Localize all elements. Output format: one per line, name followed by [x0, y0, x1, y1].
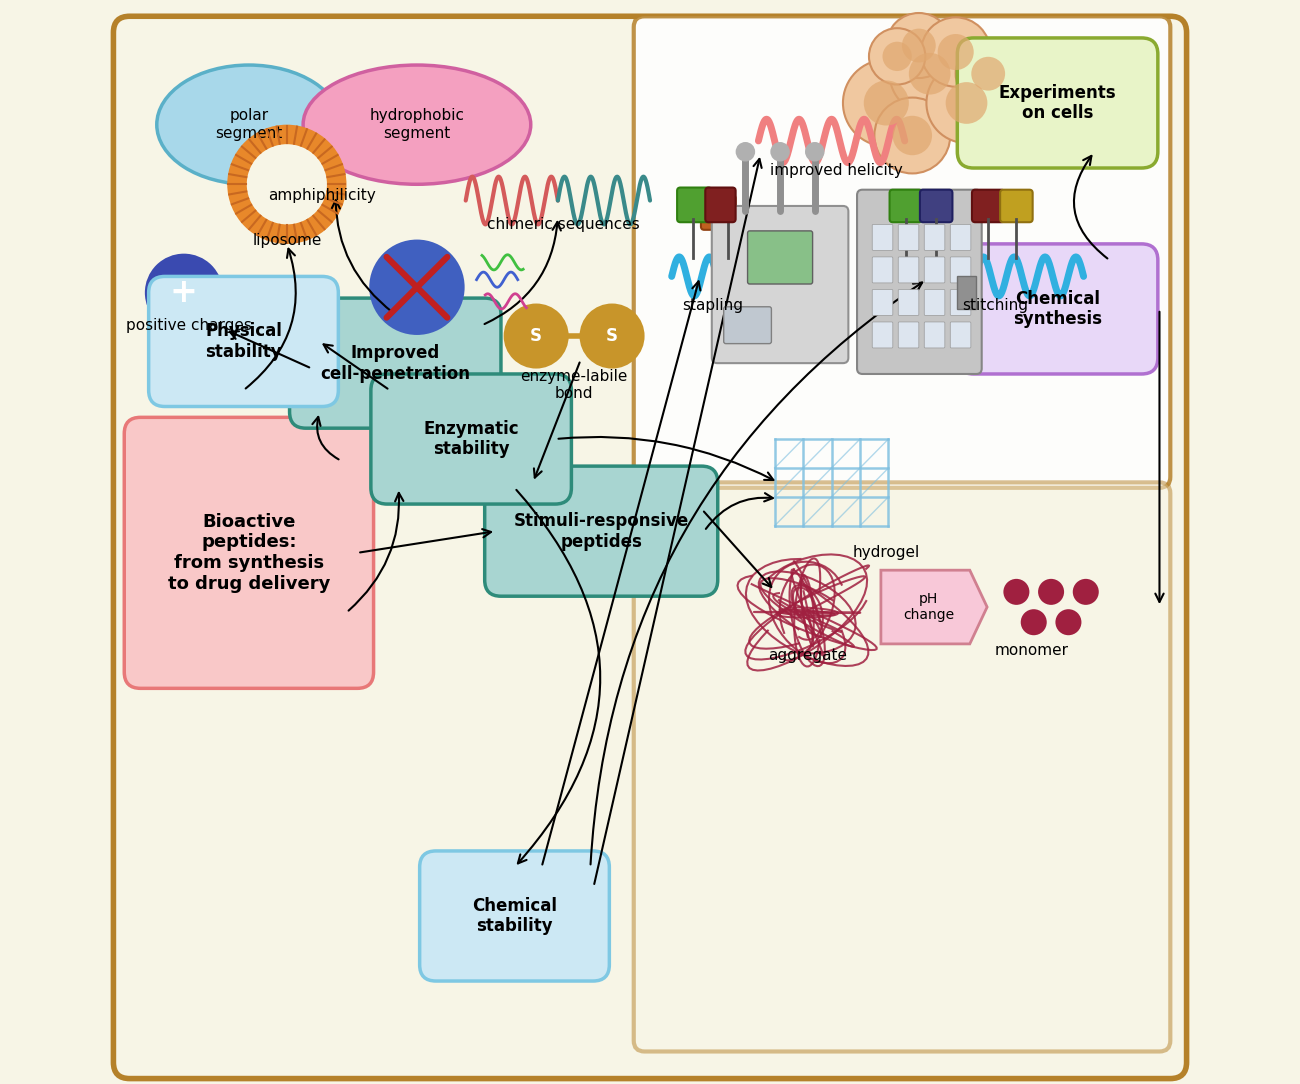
Circle shape: [1004, 579, 1030, 605]
Text: Chemical
stability: Chemical stability: [472, 896, 556, 935]
Circle shape: [875, 98, 950, 173]
Ellipse shape: [157, 65, 341, 184]
FancyBboxPatch shape: [113, 16, 1187, 1079]
Text: Bioactive
peptides:
from synthesis
to drug delivery: Bioactive peptides: from synthesis to dr…: [168, 513, 330, 593]
Text: positive charges: positive charges: [126, 318, 252, 333]
FancyBboxPatch shape: [957, 244, 1158, 374]
FancyBboxPatch shape: [712, 206, 849, 363]
Circle shape: [247, 144, 328, 224]
Text: S: S: [530, 327, 542, 345]
Circle shape: [971, 56, 1005, 91]
Circle shape: [1056, 609, 1082, 635]
FancyBboxPatch shape: [677, 188, 712, 222]
Circle shape: [503, 304, 568, 369]
Text: liposome: liposome: [252, 233, 321, 248]
Text: stapling: stapling: [682, 298, 744, 313]
Ellipse shape: [303, 65, 530, 184]
Circle shape: [909, 53, 950, 94]
FancyBboxPatch shape: [857, 190, 982, 374]
Text: amphiphilicity: amphiphilicity: [268, 188, 376, 203]
Text: Physical
stability: Physical stability: [205, 322, 282, 361]
FancyBboxPatch shape: [706, 188, 736, 222]
Text: pH
change: pH change: [903, 592, 954, 622]
FancyBboxPatch shape: [633, 482, 1170, 1051]
Text: hydrophobic
segment: hydrophobic segment: [369, 108, 464, 141]
FancyBboxPatch shape: [950, 322, 971, 348]
FancyBboxPatch shape: [701, 195, 736, 230]
FancyBboxPatch shape: [872, 257, 893, 283]
Text: improved helicity: improved helicity: [770, 163, 902, 178]
FancyBboxPatch shape: [950, 224, 971, 250]
Text: polar
segment: polar segment: [216, 108, 282, 141]
FancyBboxPatch shape: [747, 231, 812, 284]
FancyBboxPatch shape: [898, 322, 919, 348]
Circle shape: [1072, 579, 1098, 605]
Text: aggregate: aggregate: [768, 648, 846, 663]
Circle shape: [1039, 579, 1065, 605]
FancyBboxPatch shape: [924, 289, 945, 315]
FancyBboxPatch shape: [370, 374, 572, 504]
FancyBboxPatch shape: [924, 257, 945, 283]
FancyBboxPatch shape: [420, 851, 610, 981]
Text: +: +: [170, 276, 198, 309]
FancyBboxPatch shape: [1000, 190, 1032, 222]
FancyBboxPatch shape: [950, 289, 971, 315]
Circle shape: [1020, 609, 1046, 635]
Circle shape: [805, 142, 824, 162]
FancyBboxPatch shape: [872, 289, 893, 315]
Text: monomer: monomer: [994, 643, 1069, 658]
FancyBboxPatch shape: [898, 289, 919, 315]
Circle shape: [956, 41, 1020, 106]
Polygon shape: [881, 570, 987, 644]
FancyBboxPatch shape: [898, 224, 919, 250]
Circle shape: [580, 304, 645, 369]
Circle shape: [893, 116, 932, 155]
FancyBboxPatch shape: [957, 38, 1158, 168]
FancyBboxPatch shape: [924, 322, 945, 348]
Circle shape: [227, 125, 347, 244]
FancyBboxPatch shape: [872, 322, 893, 348]
FancyBboxPatch shape: [633, 16, 1170, 488]
FancyBboxPatch shape: [290, 298, 500, 428]
Circle shape: [144, 254, 222, 332]
FancyBboxPatch shape: [724, 307, 771, 344]
Text: Stimuli-responsive
peptides: Stimuli-responsive peptides: [514, 512, 689, 551]
Circle shape: [369, 240, 464, 335]
Circle shape: [863, 80, 909, 126]
FancyBboxPatch shape: [872, 224, 893, 250]
Circle shape: [937, 34, 974, 70]
Circle shape: [945, 82, 988, 124]
Circle shape: [883, 41, 911, 72]
Text: hydrogel: hydrogel: [853, 545, 920, 560]
Circle shape: [771, 142, 790, 162]
Text: enzyme-labile
bond: enzyme-labile bond: [520, 369, 628, 401]
FancyBboxPatch shape: [889, 190, 922, 222]
Circle shape: [902, 28, 936, 63]
Circle shape: [736, 142, 755, 162]
Text: Experiments
on cells: Experiments on cells: [998, 83, 1117, 122]
FancyBboxPatch shape: [898, 257, 919, 283]
Circle shape: [920, 17, 991, 87]
FancyBboxPatch shape: [125, 417, 373, 688]
Circle shape: [842, 60, 929, 146]
FancyBboxPatch shape: [950, 257, 971, 283]
Text: chimeric sequences: chimeric sequences: [488, 217, 640, 232]
FancyBboxPatch shape: [148, 276, 338, 406]
Text: S: S: [606, 327, 618, 345]
Text: Enzymatic
stability: Enzymatic stability: [424, 420, 519, 459]
Circle shape: [868, 28, 926, 85]
Text: stitching: stitching: [962, 298, 1028, 313]
Bar: [957, 276, 976, 309]
FancyBboxPatch shape: [485, 466, 718, 596]
FancyBboxPatch shape: [920, 190, 953, 222]
Text: Chemical
synthesis: Chemical synthesis: [1013, 289, 1102, 328]
Circle shape: [889, 34, 970, 114]
FancyBboxPatch shape: [972, 190, 1005, 222]
Circle shape: [887, 13, 952, 78]
Circle shape: [927, 63, 1006, 143]
FancyBboxPatch shape: [924, 224, 945, 250]
Text: Improved
cell-penetration: Improved cell-penetration: [320, 344, 471, 383]
